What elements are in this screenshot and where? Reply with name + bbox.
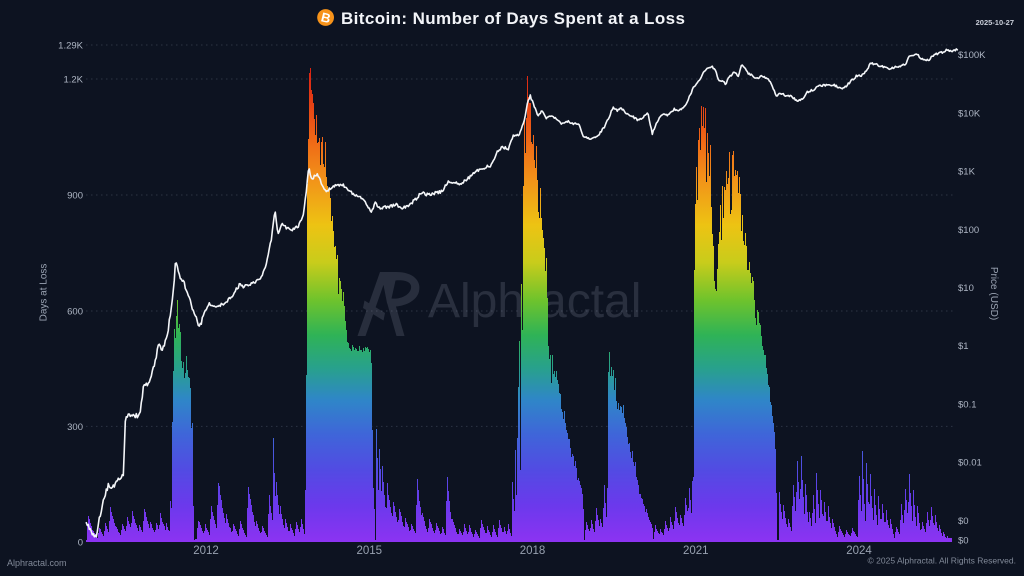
svg-text:2024: 2024 [846, 545, 872, 557]
svg-text:$100K: $100K [958, 50, 986, 61]
svg-text:2025-10-27: 2025-10-27 [976, 18, 1014, 27]
svg-text:$1: $1 [958, 341, 969, 352]
svg-text:Price (USD): Price (USD) [988, 267, 999, 320]
svg-text:Alphractal.com: Alphractal.com [7, 558, 67, 568]
svg-text:Days at Loss: Days at Loss [39, 264, 50, 322]
svg-text:$0.1: $0.1 [958, 400, 977, 411]
svg-text:© 2025 Alphractal. All Rights: © 2025 Alphractal. All Rights Reserved. [868, 556, 1016, 566]
svg-text:$0.01: $0.01 [958, 458, 982, 469]
svg-text:$0: $0 [958, 536, 969, 547]
svg-text:$1K: $1K [958, 167, 976, 178]
svg-text:600: 600 [67, 307, 83, 318]
svg-text:B: B [319, 9, 332, 26]
svg-text:Bitcoin: Number of Days Spent: Bitcoin: Number of Days Spent at a Loss [341, 9, 685, 28]
svg-text:300: 300 [67, 422, 83, 433]
svg-text:$10: $10 [958, 283, 974, 294]
svg-text:2018: 2018 [520, 545, 546, 557]
svg-text:2021: 2021 [683, 545, 709, 557]
svg-text:1.29K: 1.29K [58, 41, 83, 52]
svg-text:$0: $0 [958, 516, 969, 527]
svg-text:2012: 2012 [193, 545, 219, 557]
svg-text:2015: 2015 [357, 545, 383, 557]
svg-text:0: 0 [78, 538, 83, 549]
svg-text:900: 900 [67, 191, 83, 202]
svg-text:$10K: $10K [958, 108, 981, 119]
svg-text:$100: $100 [958, 225, 979, 236]
svg-text:1.2K: 1.2K [63, 75, 83, 86]
